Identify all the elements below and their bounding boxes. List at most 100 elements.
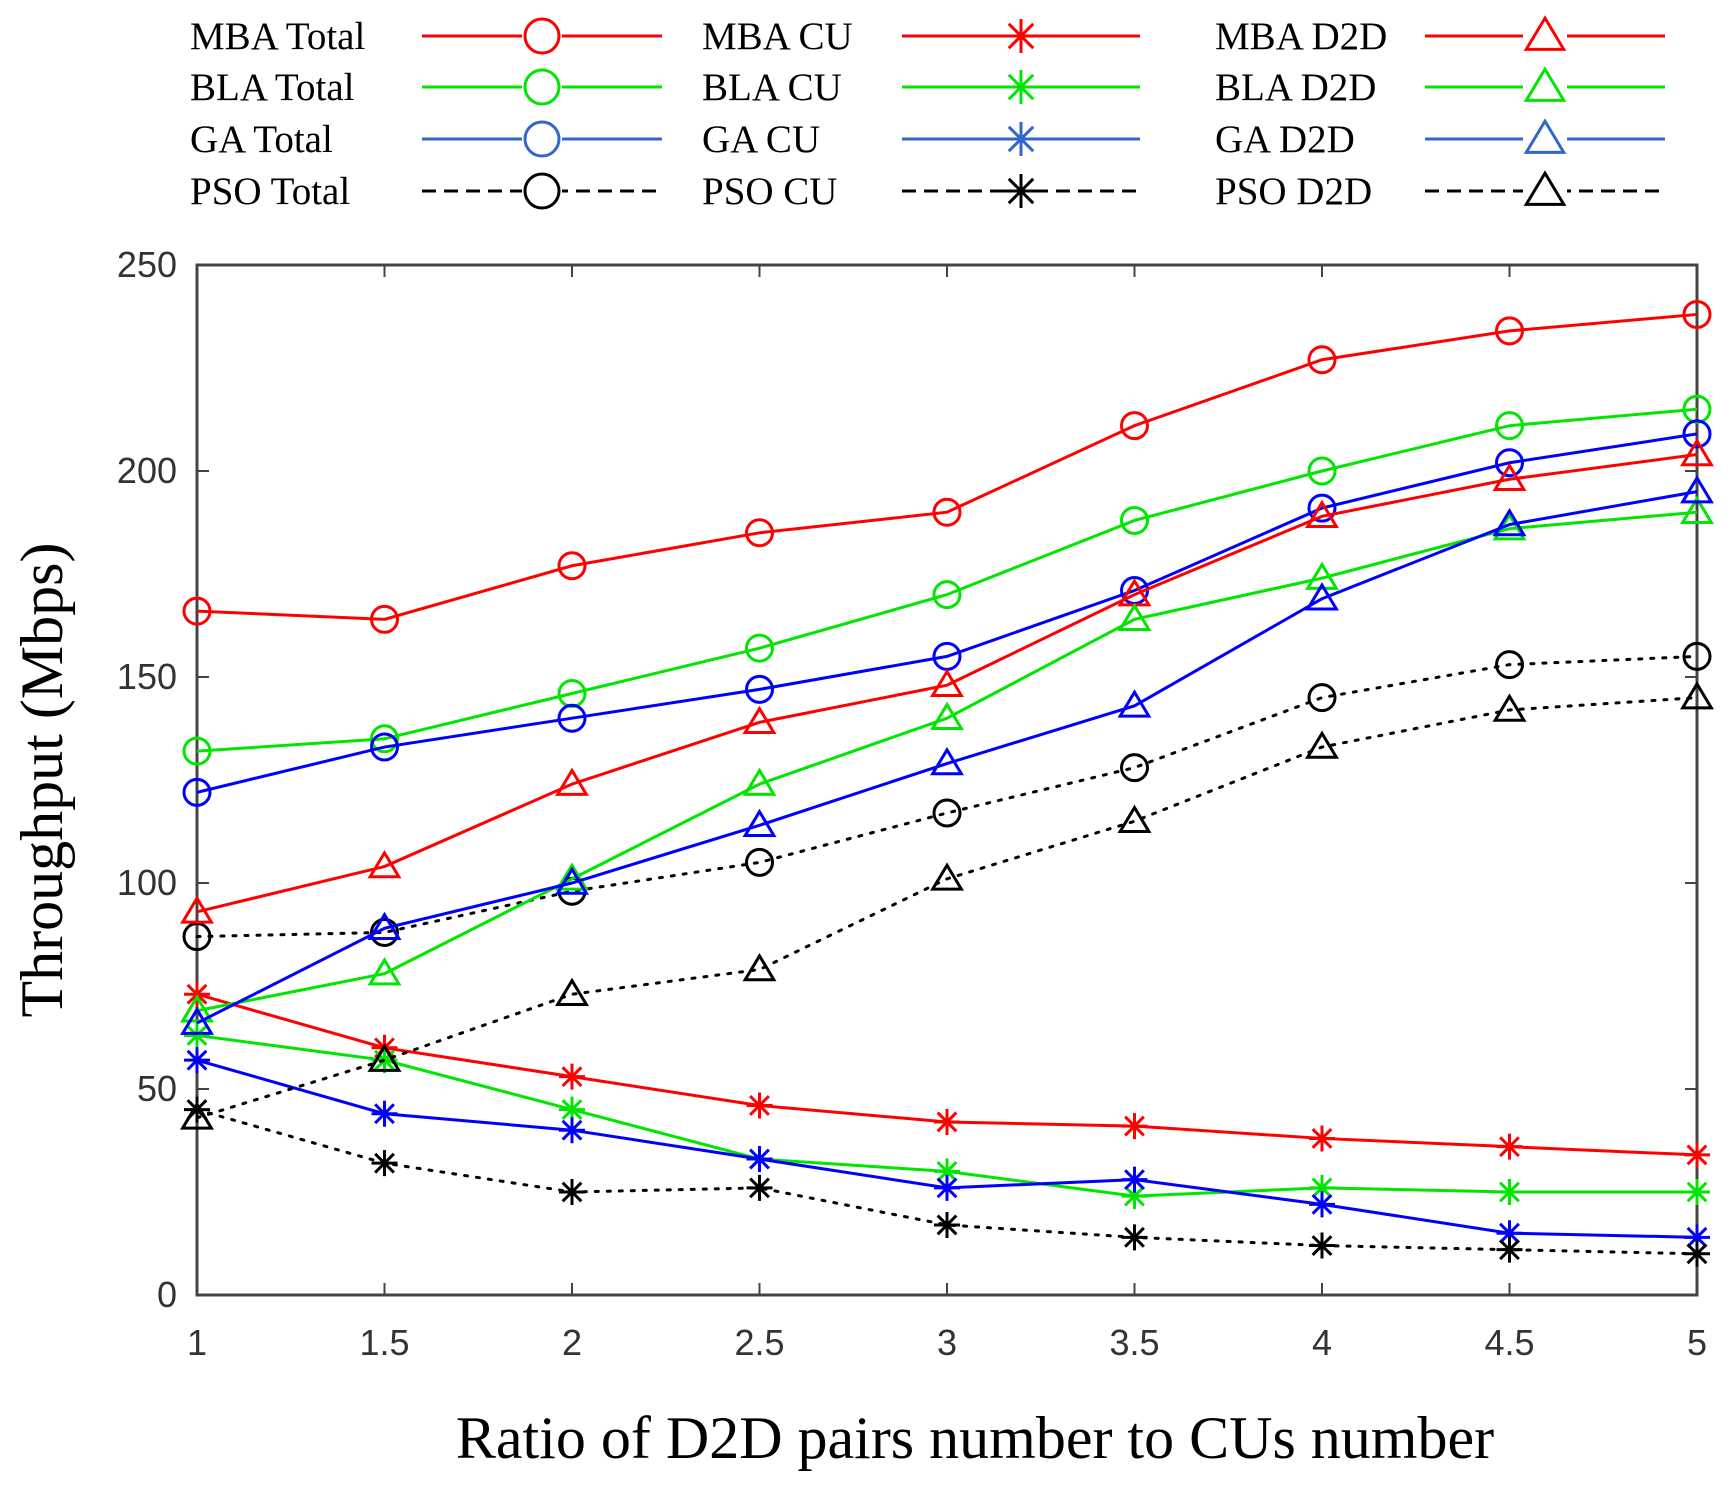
legend-label-ga-d2d: GA D2D [1215, 118, 1355, 161]
point-ga-d2d [1305, 582, 1339, 611]
series-ga-total [182, 419, 1712, 807]
point-pso-d2d [1492, 693, 1527, 722]
x-tick-label: 1 [187, 1322, 207, 1363]
x-tick-label: 1.5 [359, 1322, 409, 1363]
point-pso-total [932, 798, 962, 828]
line-pso-d2d [195, 696, 1699, 1120]
legend-label-mba-cu: MBA CU [702, 15, 853, 58]
point-ga-cu [1121, 1166, 1148, 1193]
legend-marker-mba-total [523, 17, 561, 55]
point-bla-cu [934, 1158, 960, 1185]
legend-label-pso-d2d: PSO D2D [1215, 170, 1372, 213]
point-ga-total [1495, 448, 1524, 478]
point-mba-total [1120, 411, 1149, 441]
point-pso-total [370, 917, 399, 947]
point-bla-cu [1121, 1183, 1148, 1210]
point-mba-cu [559, 1063, 585, 1090]
point-mba-cu [1684, 1141, 1710, 1168]
series-bla-d2d [180, 495, 1714, 1023]
point-ga-total [745, 674, 774, 704]
legend-entry-mba-cu: MBA CU [702, 15, 1140, 58]
line-bla-d2d [196, 510, 1698, 1013]
legend-marker-bg [522, 171, 562, 211]
point-bla-d2d [367, 957, 402, 986]
point-pso-total [1682, 641, 1712, 671]
x-tick-label: 2 [562, 1322, 582, 1363]
point-pso-d2d [930, 862, 964, 891]
point-ga-d2d [742, 808, 777, 838]
point-ga-d2d [1117, 689, 1152, 718]
legend-label-pso-total: PSO Total [190, 170, 350, 213]
point-pso-cu [1309, 1232, 1335, 1259]
point-pso-cu [371, 1150, 398, 1177]
point-bla-d2d [1117, 602, 1152, 632]
point-mba-d2d [1492, 462, 1527, 491]
point-pso-cu [934, 1211, 960, 1238]
point-ga-cu [559, 1117, 585, 1144]
legend-entry-mba-d2d: MBA D2D [1215, 14, 1665, 58]
y-axis-title: Throughput (Mbps) [9, 543, 75, 1018]
point-bla-d2d [1680, 495, 1714, 524]
point-pso-total [1120, 753, 1149, 783]
point-mba-d2d [367, 849, 402, 879]
point-bla-cu [1684, 1179, 1710, 1205]
point-pso-d2d [555, 977, 589, 1006]
point-pso-d2d [742, 952, 777, 982]
line-ga-total [196, 432, 1698, 794]
line-mba-d2d [196, 453, 1698, 914]
point-mba-d2d [1680, 437, 1714, 467]
point-mba-total [1682, 299, 1712, 329]
point-pso-total [1307, 683, 1337, 713]
point-mba-total [182, 596, 212, 626]
legend-marker-bla-total [523, 68, 561, 106]
legend-marker-bg [522, 67, 562, 107]
legend-label-bla-cu: BLA CU [702, 66, 842, 109]
point-mba-d2d [180, 895, 214, 924]
legend-entry-pso-cu: PSO CU [702, 170, 1140, 213]
legend-marker-ga-cu [1004, 122, 1038, 156]
point-mba-cu [934, 1108, 960, 1135]
point-pso-cu [184, 1096, 210, 1123]
y-tick-label: 50 [137, 1068, 177, 1109]
point-bla-total [745, 633, 774, 663]
point-pso-d2d [1117, 804, 1152, 833]
point-mba-total [1495, 316, 1524, 346]
series-pso-total [182, 641, 1712, 952]
y-tick-label: 100 [117, 862, 177, 903]
point-ga-cu [934, 1174, 960, 1201]
legend-label-ga-cu: GA CU [702, 118, 820, 161]
point-ga-cu [1496, 1220, 1523, 1247]
point-ga-total [557, 703, 587, 733]
legend-label-pso-cu: PSO CU [702, 170, 837, 213]
point-bla-cu [1309, 1174, 1335, 1201]
point-pso-cu [746, 1174, 773, 1201]
point-mba-cu [1309, 1125, 1335, 1152]
point-bla-d2d [555, 862, 589, 891]
point-pso-cu [1121, 1224, 1148, 1251]
line-pso-cu [195, 1108, 1699, 1256]
line-ga-cu [196, 1058, 1698, 1239]
legend-entry-ga-d2d: GA D2D [1215, 117, 1665, 161]
line-ga-d2d [196, 490, 1698, 1025]
point-ga-cu [746, 1146, 773, 1173]
legend-marker-mba-cu [1004, 19, 1038, 53]
point-mba-cu [1496, 1133, 1523, 1160]
x-axis-title: Ratio of D2D pairs number to CUs number [456, 1405, 1494, 1471]
legend-entry-ga-cu: GA CU [702, 118, 1140, 161]
point-ga-d2d [367, 911, 402, 941]
point-mba-total [745, 518, 774, 548]
legend-marker-bg [522, 16, 562, 56]
line-mba-total [196, 312, 1698, 621]
y-tick-label: 200 [117, 450, 177, 491]
x-tick-label: 4 [1312, 1322, 1332, 1363]
legend-marker-pso-cu [1004, 174, 1038, 208]
y-tick-label: 150 [117, 656, 177, 697]
series-group [180, 299, 1714, 1267]
point-pso-cu [1496, 1236, 1523, 1263]
point-mba-d2d [930, 668, 964, 697]
legend-entry-bla-cu: BLA CU [702, 66, 1140, 109]
series-mba-cu [184, 981, 1710, 1168]
point-ga-total [1682, 419, 1712, 449]
x-tick-label: 3.5 [1109, 1322, 1159, 1363]
